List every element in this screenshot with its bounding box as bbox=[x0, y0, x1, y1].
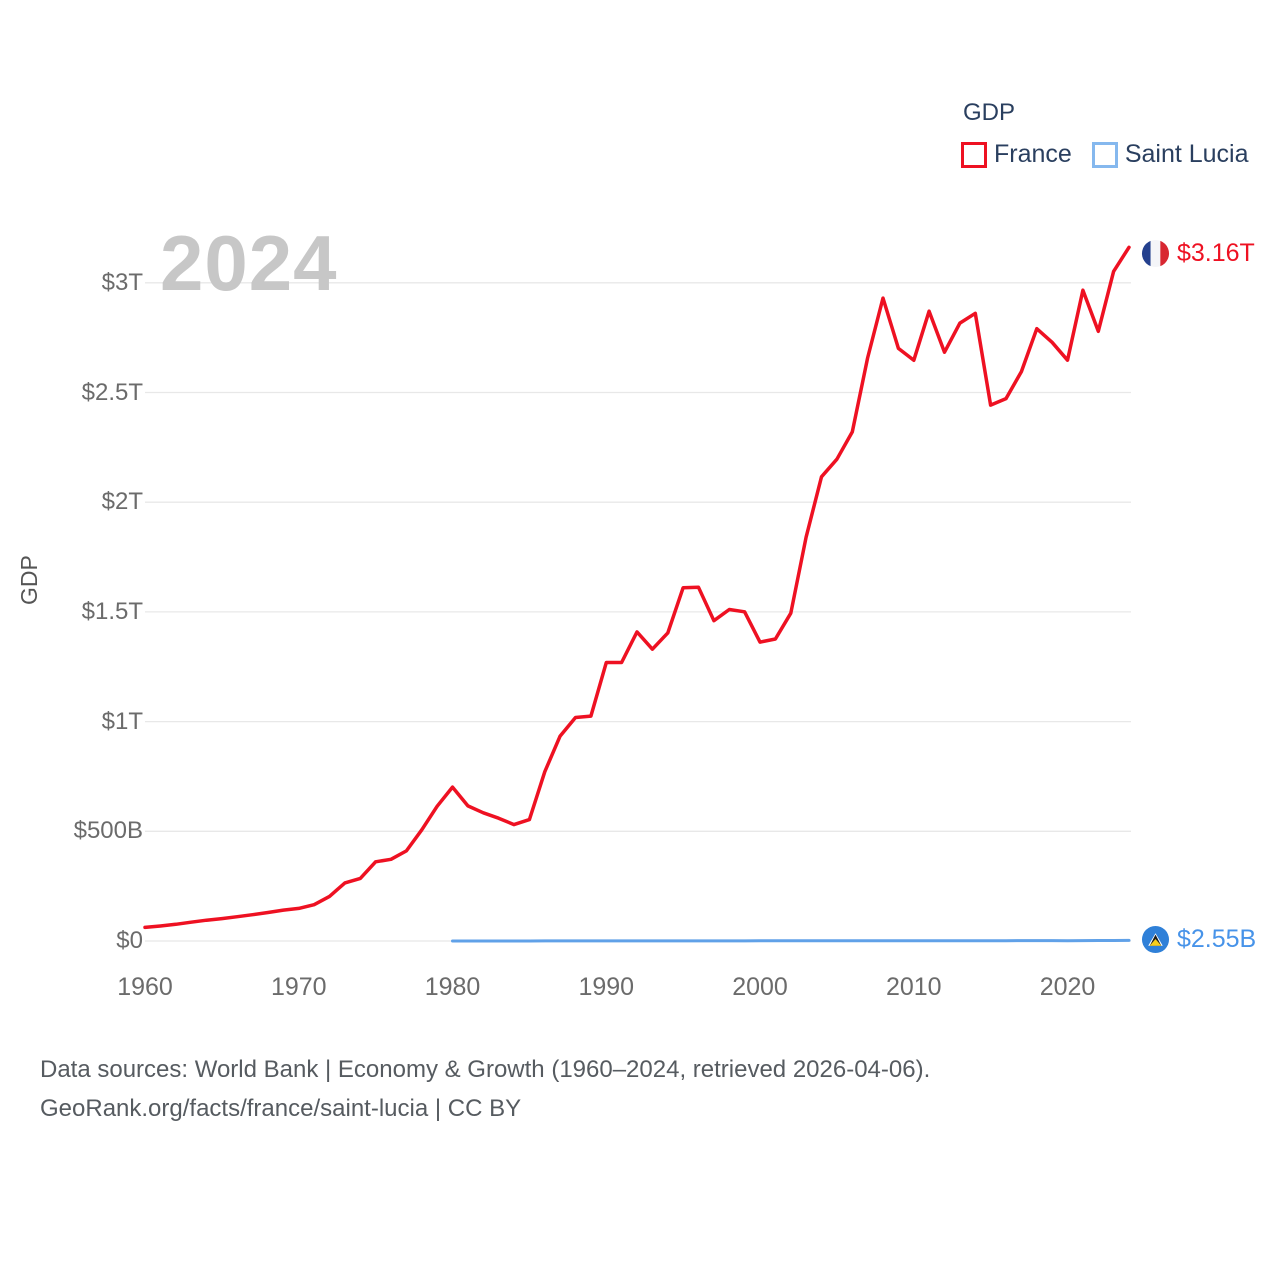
footer-line-2: GeoRank.org/facts/france/saint-lucia | C… bbox=[40, 1095, 522, 1122]
france-line bbox=[143, 245, 1131, 930]
france-end-value: $3.16T bbox=[1177, 239, 1255, 267]
x-tick-label: 1990 bbox=[578, 973, 635, 1001]
saint-lucia-end-label: $2.55B bbox=[1141, 925, 1256, 954]
legend-items: France Saint Lucia bbox=[961, 140, 1249, 169]
x-tick-label: 2000 bbox=[732, 973, 788, 1001]
x-tick-label: 1960 bbox=[117, 973, 173, 1001]
saint-lucia-end-value: $2.55B bbox=[1177, 925, 1257, 953]
legend-item-saint-lucia[interactable]: Saint Lucia bbox=[1091, 140, 1249, 169]
y-tick-label: $3T bbox=[101, 268, 143, 296]
y-tick-label: $1T bbox=[101, 707, 143, 735]
y-tick-label: $0 bbox=[116, 927, 143, 954]
saint-lucia-line bbox=[451, 938, 1131, 943]
france-flag-icon bbox=[1141, 239, 1170, 268]
y-tick-label: $2.5T bbox=[81, 378, 143, 406]
saint-lucia-series-swatch-icon bbox=[1091, 141, 1118, 168]
y-tick-label: $500B bbox=[73, 817, 143, 845]
france-end-label: $3.16T bbox=[1141, 239, 1255, 268]
x-tick-label: 2010 bbox=[885, 973, 942, 1001]
legend-label-saint-lucia: Saint Lucia bbox=[1124, 140, 1249, 168]
legend-title: GDP bbox=[963, 99, 1016, 126]
y-tick-label: $2T bbox=[101, 488, 143, 516]
legend: GDP France Saint Lucia bbox=[961, 99, 1249, 169]
y-tick-label: $1.5T bbox=[81, 597, 143, 625]
saint-lucia-flag-icon bbox=[1141, 925, 1170, 954]
x-tick-label: 1970 bbox=[270, 973, 327, 1001]
x-tick-label: 1980 bbox=[424, 973, 481, 1001]
legend-label-france: France bbox=[994, 140, 1072, 168]
watermark-year: 2024 bbox=[160, 219, 338, 307]
legend-item-france[interactable]: France bbox=[961, 140, 1072, 169]
footer-line-1: Data sources: World Bank | Economy & Gro… bbox=[40, 1056, 931, 1083]
plot-area bbox=[143, 245, 1131, 943]
x-tick-label: 2020 bbox=[1039, 973, 1096, 1001]
france-series-swatch-icon bbox=[961, 141, 987, 168]
data-source-footer: Data sources: World Bank | Economy & Gro… bbox=[40, 1050, 930, 1128]
